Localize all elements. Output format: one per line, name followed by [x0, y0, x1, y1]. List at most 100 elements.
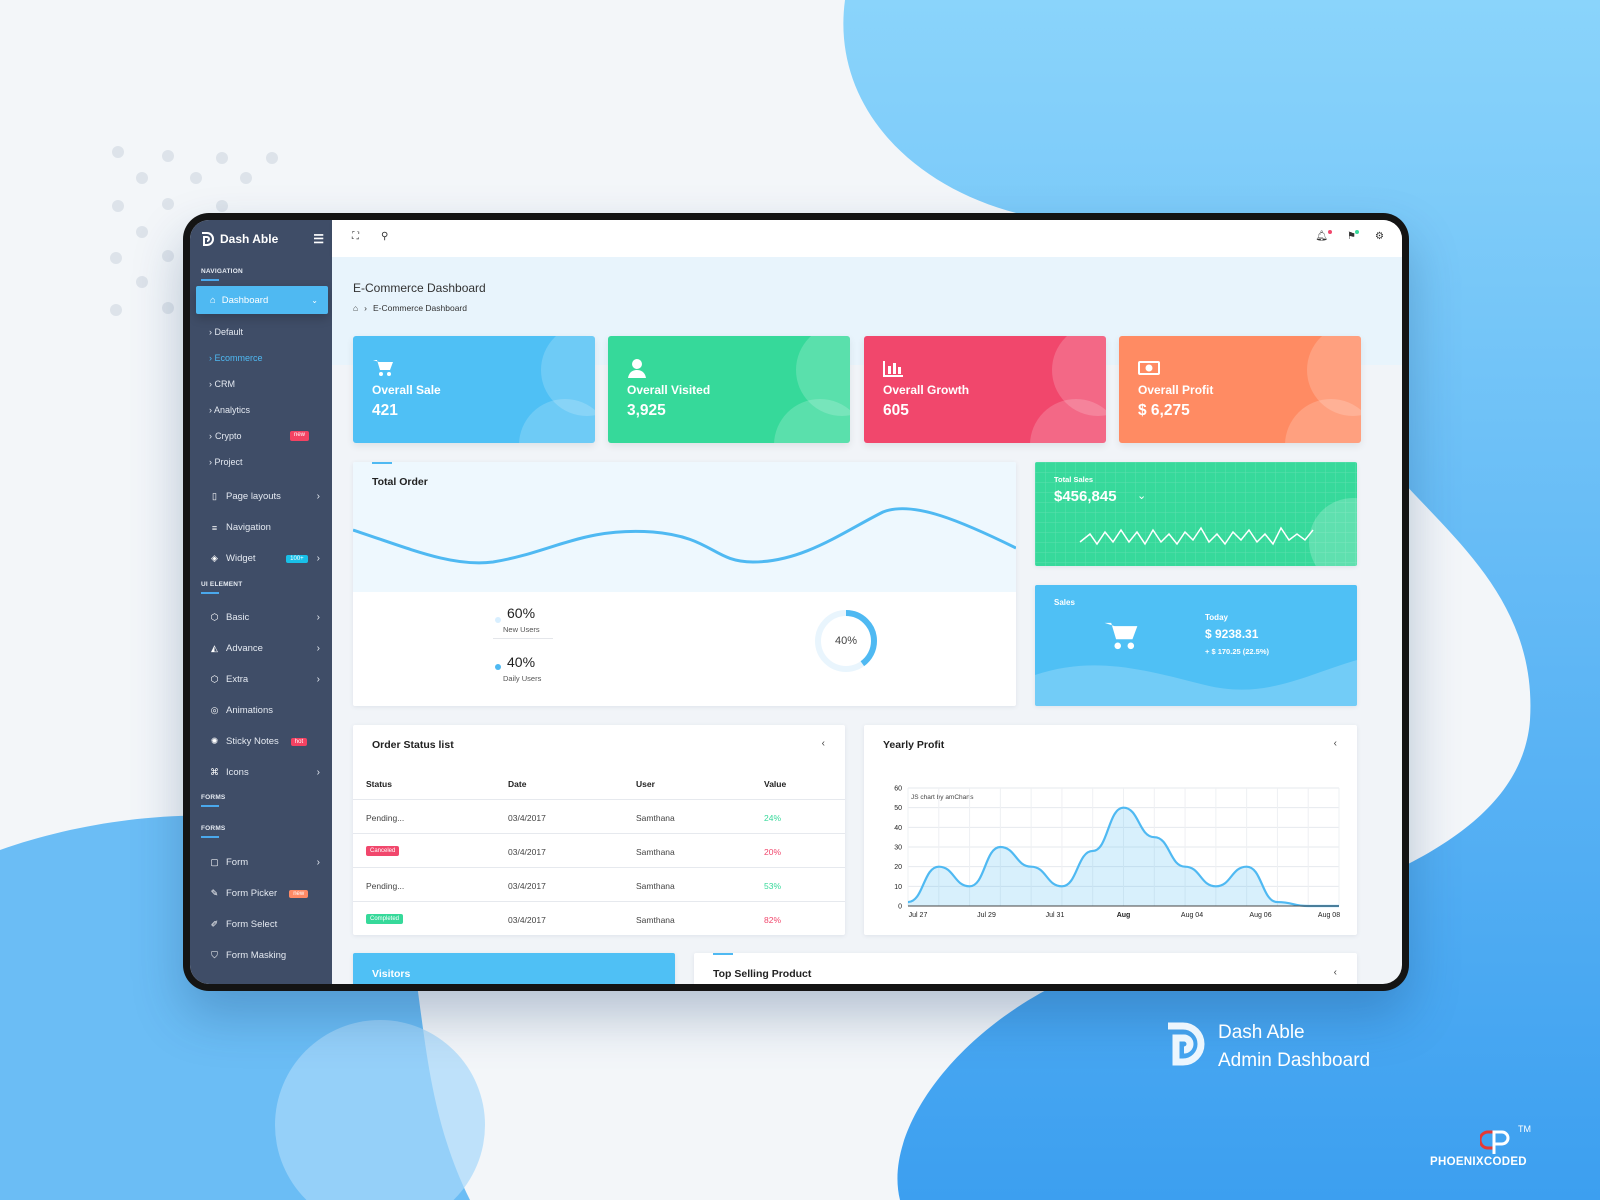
- page-title: E-Commerce Dashboard: [353, 281, 486, 295]
- app-screen: Dash Able ☰ Navigation ⌂ Dashboard ⌄ › D…: [190, 220, 1402, 984]
- status-badge: Completed: [366, 914, 404, 924]
- value-cell: 24%: [764, 813, 782, 823]
- fullscreen-icon[interactable]: ⛶: [352, 231, 359, 242]
- chevron-down-icon[interactable]: ⌄: [1137, 490, 1147, 502]
- sidebar-item-form-picker[interactable]: ✎ Form Picker new: [209, 888, 320, 899]
- count-badge: 100+: [286, 554, 308, 563]
- chevron-left-icon[interactable]: ‹: [1333, 738, 1337, 749]
- cart-icon: [373, 360, 393, 376]
- layout-icon: ▯: [212, 491, 217, 501]
- home-icon[interactable]: ⌂: [353, 303, 359, 313]
- status-text: Pending...: [366, 881, 405, 891]
- chevron-left-icon[interactable]: ‹: [821, 738, 825, 749]
- sales-change: + $ 170.25 (22.5%): [1205, 647, 1270, 656]
- value-cell: 53%: [764, 881, 782, 891]
- search-icon[interactable]: ⚲: [381, 231, 389, 242]
- sidebar-item-form-masking[interactable]: ⛉ Form Masking: [209, 950, 320, 961]
- sidebar-sub-default[interactable]: › Default: [209, 327, 244, 337]
- yearly-profit-card: Yearly Profit ‹ JS chart by amCharts 0 10…: [864, 725, 1357, 935]
- column-header-user[interactable]: User: [636, 779, 655, 789]
- stat-value: 3,925: [627, 402, 666, 419]
- bell-icon[interactable]: 🔔︎: [1315, 231, 1328, 242]
- sidebar-item-advance[interactable]: ◭ Advance ›: [209, 643, 320, 654]
- gitlab-icon: ◭: [211, 643, 218, 653]
- sidebar-item-form[interactable]: ▢ Form ›: [210, 857, 320, 868]
- x-tick-label: Aug 06: [1249, 912, 1271, 919]
- chevron-right-icon: ›: [316, 612, 320, 623]
- new-users-dot: [495, 617, 501, 623]
- user-icon: [628, 359, 646, 378]
- card-title: Visitors: [372, 968, 411, 980]
- stat-label: Overall Profit: [1138, 383, 1214, 397]
- status-badge: Canceled: [366, 846, 400, 856]
- total-sales-value: $456,845: [1054, 488, 1117, 505]
- sidebar-item-navigation[interactable]: ≡ Navigation: [209, 522, 320, 533]
- sidebar-item-widget[interactable]: ◈ Widget 100+ ›: [209, 553, 320, 564]
- value-cell: 20%: [764, 847, 782, 857]
- sidebar-sub-analytics[interactable]: › Analytics: [209, 405, 251, 415]
- feather-icon: ✐: [210, 919, 219, 929]
- column-header-value[interactable]: Value: [764, 779, 787, 789]
- stat-card-overall-profit: Overall Profit $ 6,275: [1119, 336, 1361, 443]
- stat-card-overall-visited: Overall Visited 3,925: [608, 336, 850, 443]
- today-value: $ 9238.31: [1205, 627, 1259, 641]
- x-tick-label: Aug 04: [1181, 912, 1203, 919]
- date-cell: 03/4/2017: [508, 915, 546, 925]
- list-icon: ≡: [211, 522, 218, 533]
- nav-caption: Navigation: [190, 268, 243, 281]
- money-icon: [1138, 361, 1160, 375]
- forms-caption-2: Forms: [190, 825, 225, 838]
- chevron-right-icon: ›: [316, 643, 320, 654]
- sidebar: Dash Able ☰ Navigation ⌂ Dashboard ⌄ › D…: [190, 220, 332, 984]
- sidebar-item-extra[interactable]: ⬡ Extra ›: [210, 674, 320, 685]
- y-tick-label: 10: [894, 884, 902, 891]
- shield-icon: ⛉: [211, 950, 218, 960]
- sidebar-item-animations[interactable]: ◎ Animations: [210, 705, 273, 716]
- sidebar-item-basic[interactable]: ⬡ Basic ›: [210, 612, 320, 623]
- card-title: Order Status list: [372, 739, 454, 751]
- column-header-date[interactable]: Date: [508, 779, 527, 789]
- bar-chart-icon: [883, 361, 903, 377]
- column-header-status[interactable]: Status: [366, 779, 392, 789]
- donut-chart: [815, 610, 877, 672]
- new-badge: new: [289, 889, 309, 898]
- box-icon: ⬡: [210, 612, 219, 622]
- status-text: Pending...: [366, 813, 405, 823]
- stat-label: Overall Sale: [372, 383, 441, 397]
- sidebar-item-form-select[interactable]: ✐ Form Select: [210, 919, 278, 930]
- stat-value: $ 6,275: [1138, 402, 1190, 419]
- brand-logo-icon: [1168, 1022, 1205, 1066]
- sidebar-item-dashboard[interactable]: ⌂ Dashboard ⌄: [196, 286, 328, 314]
- home-icon: ⌂: [210, 294, 216, 306]
- daily-users-dot: [495, 664, 501, 670]
- message-icon[interactable]: ⚑: [1347, 231, 1356, 242]
- daily-users-pct: 40%: [507, 654, 536, 670]
- x-tick-label: Jul 27: [909, 912, 928, 919]
- sidebar-sub-project[interactable]: › Project: [209, 457, 243, 467]
- message-dot: [1355, 230, 1359, 234]
- sidebar-sub-ecommerce[interactable]: › Ecommerce: [209, 353, 263, 363]
- y-tick-label: 50: [894, 805, 902, 812]
- chevron-right-icon: ›: [316, 553, 320, 564]
- footer-brand-subtitle: Admin Dashboard: [1218, 1050, 1371, 1071]
- x-tick-label: Aug 08: [1318, 912, 1340, 919]
- sidebar-sub-crypto[interactable]: › Crypto new: [209, 431, 309, 441]
- date-cell: 03/4/2017: [508, 881, 546, 891]
- sidebar-item-icons[interactable]: ⌘ Icons ›: [210, 767, 320, 778]
- brand: Dash Able ☰: [190, 220, 332, 258]
- footer-brand-name: Dash Able: [1218, 1022, 1305, 1043]
- clipboard-icon: ▢: [210, 857, 219, 867]
- device-frame: Dash Able ☰ Navigation ⌂ Dashboard ⌄ › D…: [183, 213, 1409, 991]
- sidebar-sub-crm[interactable]: › CRM: [209, 379, 235, 389]
- sidebar-item-page-layouts[interactable]: ▯ Page layouts ›: [209, 491, 320, 502]
- gear-icon[interactable]: ⚙: [1375, 231, 1384, 242]
- breadcrumb-current[interactable]: E-Commerce Dashboard: [372, 303, 467, 313]
- area-fill: [908, 807, 1339, 906]
- sales-wave: [1035, 660, 1357, 706]
- menu-toggle-icon[interactable]: ☰: [313, 232, 324, 246]
- chevron-right-icon: ›: [316, 491, 320, 502]
- chevron-left-icon[interactable]: ‹: [1333, 967, 1337, 978]
- x-tick-label: Jul 29: [977, 912, 996, 919]
- sidebar-item-sticky-notes[interactable]: ✺ Sticky Notes hot: [209, 736, 320, 747]
- chevron-right-icon: ›: [316, 767, 320, 778]
